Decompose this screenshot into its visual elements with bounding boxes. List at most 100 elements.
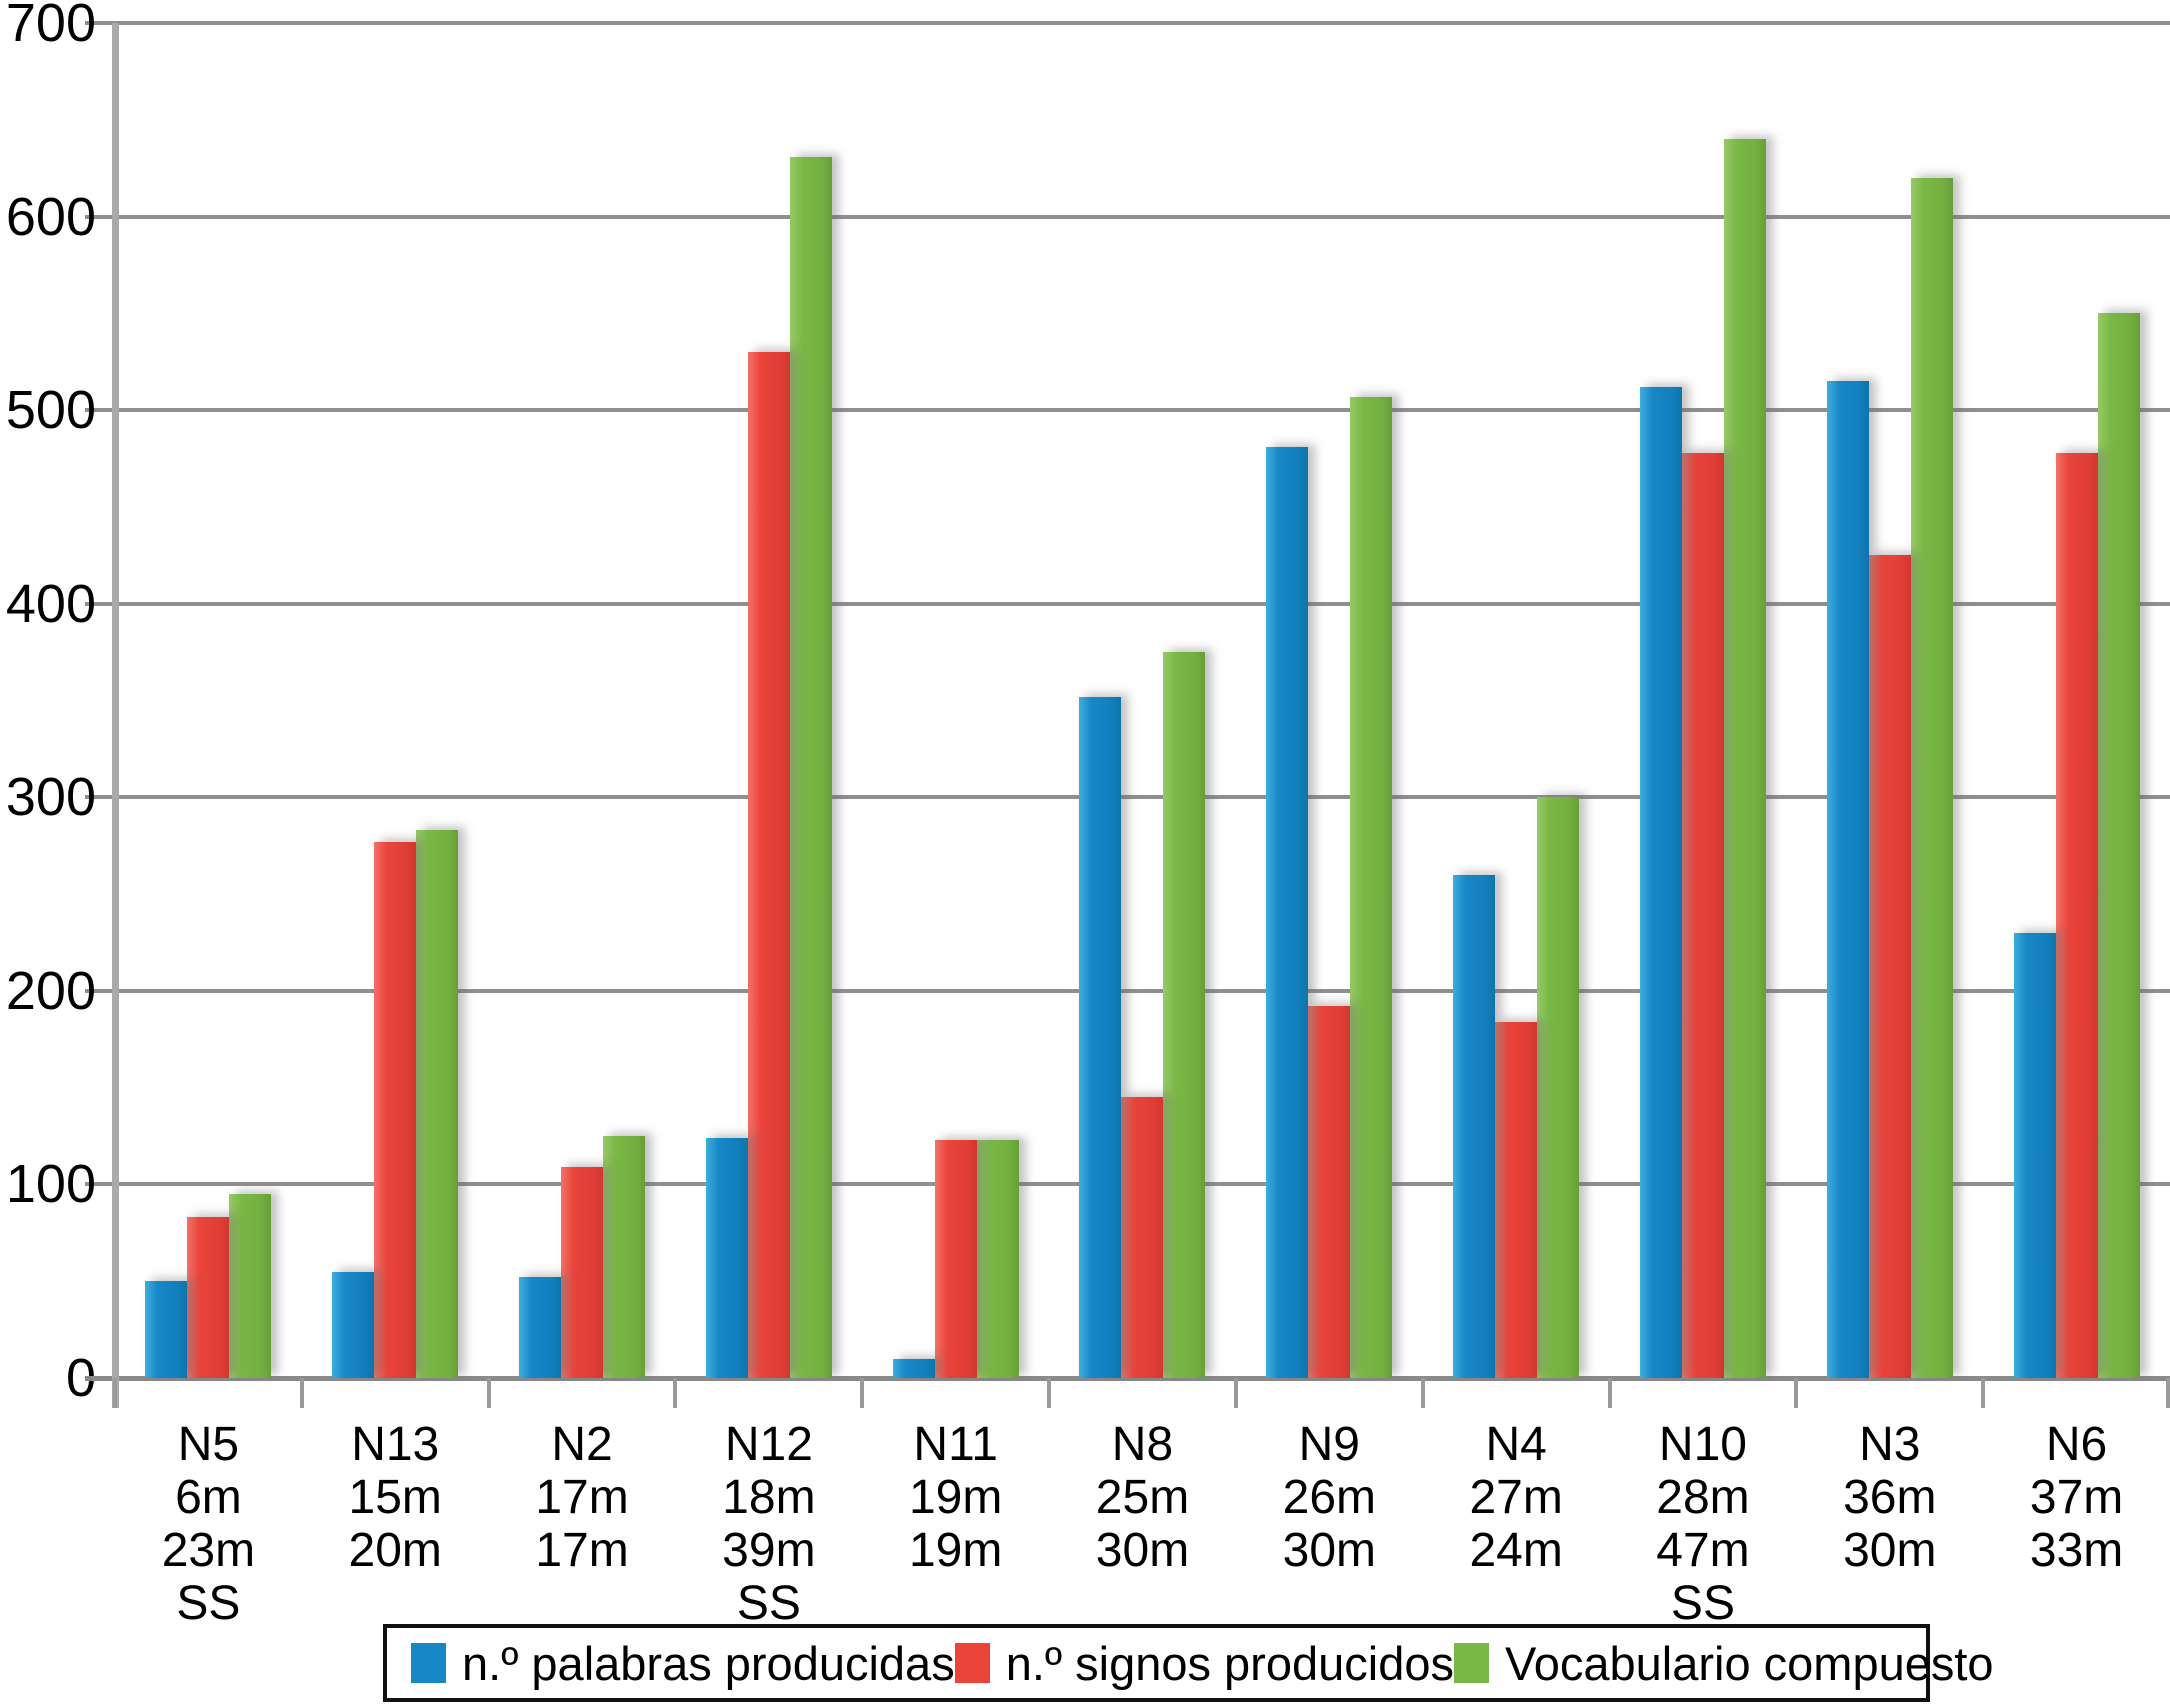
bar-N6-series-1: [2055, 452, 2098, 1378]
x-label-N2: N2 17m 17m: [489, 1418, 676, 1577]
bar-N10-series-1: [1681, 452, 1724, 1378]
x-axis-tick: [486, 1378, 491, 1408]
x-label-subline: SS: [176, 1577, 241, 1630]
bar-N2-series-1: [561, 1167, 604, 1378]
x-label-N11: N11 19m 19m: [862, 1418, 1049, 1577]
x-label-title: N5: [177, 1418, 240, 1471]
x-label-subline: 27m: [1469, 1471, 1563, 1524]
bar-N5-series-0: [145, 1281, 188, 1378]
bar-group-N6: [1983, 23, 2170, 1378]
y-tick-label-400: 400: [5, 573, 96, 634]
x-axis-tick: [299, 1378, 304, 1408]
bar-N13-series-1: [374, 841, 417, 1378]
x-axis-line: [85, 1376, 2170, 1381]
bar-N13-series-2: [416, 830, 459, 1378]
legend-item-0: n.º palabras producidas: [411, 1636, 955, 1691]
bar-N8-series-1: [1121, 1097, 1164, 1378]
x-label-subline: 39m: [722, 1524, 816, 1577]
gridline-700: [85, 21, 2170, 25]
bar-N8-series-2: [1163, 652, 1206, 1378]
bar-N12-series-1: [747, 352, 790, 1378]
x-label-N3: N3 36m 30m: [1796, 1418, 1983, 1577]
x-label-N5: N5 6m 23m SS: [115, 1418, 302, 1630]
bar-N12-series-0: [705, 1137, 748, 1378]
x-axis-tick: [860, 1378, 865, 1408]
bar-N2-series-2: [603, 1136, 646, 1378]
bar-N10-series-0: [1639, 386, 1682, 1378]
x-axis-tick: [1794, 1378, 1799, 1408]
x-axis-tick: [1981, 1378, 1986, 1408]
legend-label: n.º palabras producidas: [462, 1636, 955, 1690]
bar-N4-series-2: [1537, 797, 1580, 1378]
x-label-subline: 36m: [1843, 1471, 1937, 1524]
bar-N11-series-2: [976, 1139, 1019, 1378]
x-label-subline: 19m: [908, 1524, 1003, 1577]
gridline-400: [85, 601, 2170, 606]
bar-N11-series-0: [892, 1358, 935, 1378]
x-label-title: N8: [1111, 1418, 1174, 1471]
x-axis-tick: [113, 1378, 117, 1408]
bar-group-N3: [1796, 23, 1983, 1378]
x-label-subline: 30m: [1843, 1524, 1937, 1577]
bar-group-N4: [1423, 23, 1610, 1378]
bar-N13-series-0: [332, 1271, 375, 1378]
y-tick-label-100: 100: [5, 1154, 96, 1215]
x-label-subline: SS: [1670, 1577, 1735, 1630]
x-label-subline: 28m: [1656, 1471, 1750, 1524]
legend-item-2: Vocabulario compuesto: [1453, 1636, 1994, 1691]
x-label-title: N12: [724, 1418, 813, 1471]
x-label-subline: 17m: [535, 1524, 629, 1577]
x-label-title: N4: [1485, 1418, 1547, 1471]
bar-N6-series-0: [2013, 932, 2056, 1378]
x-label-subline: 24m: [1469, 1524, 1563, 1577]
legend-swatch-icon: [954, 1643, 990, 1683]
bar-group-N12: [675, 23, 862, 1378]
x-label-subline: 20m: [348, 1524, 442, 1577]
bar-N10-series-2: [1723, 139, 1766, 1378]
x-label-subline: 15m: [348, 1471, 442, 1524]
bar-group-N8: [1049, 23, 1236, 1378]
y-tick-label-600: 600: [5, 186, 96, 247]
bar-N3-series-1: [1868, 555, 1911, 1378]
x-label-N6: N6 37m 33m: [1983, 1418, 2170, 1577]
bar-N12-series-2: [789, 156, 832, 1378]
bar-N4-series-0: [1453, 874, 1496, 1378]
x-axis-tick: [673, 1378, 678, 1408]
x-label-title: N2: [551, 1418, 613, 1471]
legend-label: n.º signos producidos: [1005, 1636, 1454, 1690]
x-label-subline: 19m: [908, 1471, 1003, 1524]
bar-group-N10: [1610, 23, 1797, 1378]
x-label-N4: N4 27m 24m: [1423, 1418, 1610, 1577]
x-label-subline: SS: [736, 1577, 801, 1630]
x-label-N12: N12 18m 39m SS: [675, 1418, 862, 1630]
x-label-subline: 47m: [1656, 1524, 1750, 1577]
bar-N6-series-2: [2097, 313, 2140, 1378]
x-axis-tick: [2166, 1378, 2170, 1408]
y-tick-label-300: 300: [5, 767, 96, 828]
y-tick-label-700: 700: [5, 0, 96, 53]
bar-N5-series-1: [187, 1217, 230, 1378]
x-label-N10: N10 28m 47m SS: [1610, 1418, 1797, 1630]
gridline-300: [85, 795, 2170, 800]
x-label-subline: 18m: [722, 1471, 816, 1524]
bar-N2-series-0: [519, 1277, 562, 1378]
bar-group-N13: [302, 23, 489, 1378]
x-label-subline: 33m: [2029, 1524, 2124, 1577]
bar-N11-series-1: [934, 1139, 977, 1378]
x-label-title: N3: [1859, 1418, 1921, 1471]
bar-N9-series-0: [1266, 446, 1309, 1378]
bar-group-N9: [1236, 23, 1423, 1378]
x-label-subline: 37m: [2029, 1471, 2124, 1524]
y-tick-label-0: 0: [65, 1348, 96, 1408]
x-label-title: N11: [913, 1418, 998, 1471]
x-label-subline: 26m: [1282, 1471, 1376, 1524]
bar-N4-series-1: [1495, 1021, 1538, 1378]
legend-item-1: n.º signos producidos: [954, 1636, 1454, 1691]
bar-group-N11: [862, 23, 1049, 1378]
x-label-subline: 30m: [1282, 1524, 1376, 1577]
y-tick-label-200: 200: [5, 960, 96, 1021]
bar-N5-series-2: [229, 1194, 272, 1378]
bar-group-N2: [489, 23, 676, 1378]
